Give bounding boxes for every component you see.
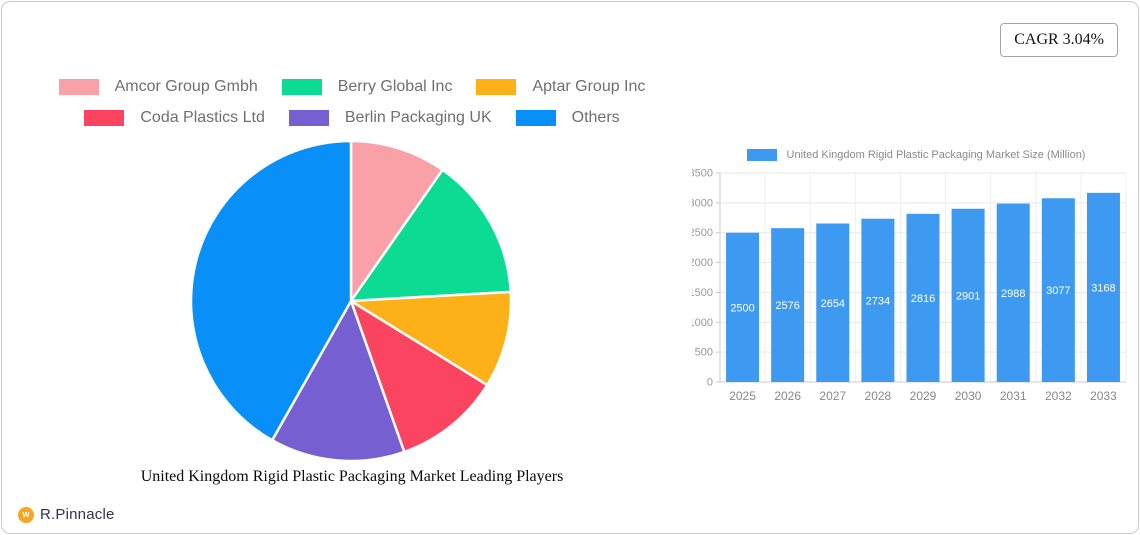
legend-label: Others bbox=[571, 109, 620, 126]
y-tick-label: 3500 bbox=[692, 168, 713, 180]
bar-plot-area: 0 500 1000 1500 2000 2500 3000 3500 2500 2025 2576… bbox=[689, 164, 1138, 415]
x-tick-label: 2028 bbox=[865, 389, 892, 403]
x-tick-label: 2031 bbox=[1000, 389, 1027, 403]
y-tick-label: 2500 bbox=[692, 227, 713, 239]
pie-slice-aptar-group-inc[interactable] bbox=[349, 290, 513, 387]
y-tick-label: 0 bbox=[707, 377, 713, 389]
y-tick-label: 500 bbox=[695, 347, 713, 359]
logo-text: R.Pinnacle bbox=[40, 506, 115, 523]
bar-2025[interactable] bbox=[726, 232, 760, 382]
legend-label: Amcor Group Gmbh bbox=[114, 78, 258, 95]
legend-swatch-icon bbox=[515, 110, 556, 126]
legend-item-others[interactable]: Others bbox=[515, 109, 620, 127]
bar-2031[interactable] bbox=[996, 203, 1030, 382]
bar-value-label: 2654 bbox=[821, 298, 845, 310]
legend-item-berlin-packaging-uk[interactable]: Berlin Packaging UK bbox=[288, 109, 492, 127]
bar-2028[interactable] bbox=[861, 218, 895, 382]
legend-label: Berry Global Inc bbox=[337, 78, 453, 95]
brand-logo: w R.Pinnacle bbox=[18, 506, 115, 523]
x-tick-label: 2033 bbox=[1090, 389, 1117, 403]
bar-value-label: 3077 bbox=[1046, 285, 1070, 297]
pie-slice-berlin-packaging-uk[interactable] bbox=[270, 299, 406, 463]
bar-value-label: 2734 bbox=[866, 295, 890, 307]
bar-value-label: 2816 bbox=[911, 293, 935, 305]
pie-legend-row-1: Amcor Group Gmbh Berry Global Inc Aptar … bbox=[58, 78, 645, 96]
x-tick-label: 2029 bbox=[910, 389, 937, 403]
bar-chart-legend[interactable]: United Kingdom Rigid Plastic Packaging M… bbox=[692, 146, 1138, 164]
legend-item-coda-plastics-ltd[interactable]: Coda Plastics Ltd bbox=[84, 109, 265, 127]
pie-chart bbox=[188, 138, 514, 464]
pie-slice-berry-global-inc[interactable] bbox=[349, 168, 512, 303]
legend-swatch-icon bbox=[281, 79, 322, 95]
bar-value-label: 2901 bbox=[956, 290, 980, 302]
legend-label: Coda Plastics Ltd bbox=[140, 109, 265, 126]
y-tick-label: 3000 bbox=[692, 197, 713, 209]
bar-value-label: 2576 bbox=[775, 300, 799, 312]
legend-swatch-icon bbox=[746, 149, 777, 161]
pie-slice-others[interactable] bbox=[189, 139, 353, 442]
pie-slice-coda-plastics-ltd[interactable] bbox=[349, 299, 489, 454]
bar-2029[interactable] bbox=[906, 213, 940, 382]
legend-swatch-icon bbox=[84, 110, 125, 126]
bar-2027[interactable] bbox=[816, 223, 850, 382]
cagr-badge: CAGR 3.04% bbox=[1000, 23, 1118, 57]
legend-item-amcor-group-gmbh[interactable]: Amcor Group Gmbh bbox=[58, 78, 258, 96]
x-tick-label: 2032 bbox=[1045, 389, 1072, 403]
logo-mark-icon: w bbox=[18, 506, 34, 523]
y-tick-label: 1000 bbox=[692, 317, 713, 329]
bar-value-label: 3168 bbox=[1091, 282, 1115, 294]
legend-item-aptar-group-inc[interactable]: Aptar Group Inc bbox=[476, 78, 645, 96]
pie-legend: Amcor Group Gmbh Berry Global Inc Aptar … bbox=[22, 78, 682, 127]
y-tick-label: 1500 bbox=[692, 287, 713, 299]
bar-value-label: 2988 bbox=[1001, 288, 1025, 300]
legend-swatch-icon bbox=[58, 79, 99, 95]
x-tick-label: 2026 bbox=[774, 389, 801, 403]
bar-2026[interactable] bbox=[771, 228, 805, 382]
bar-value-label: 2500 bbox=[730, 302, 754, 314]
bar-2032[interactable] bbox=[1041, 198, 1075, 382]
legend-swatch-icon bbox=[288, 110, 329, 126]
y-tick-label: 2000 bbox=[692, 257, 713, 269]
legend-item-berry-global-inc[interactable]: Berry Global Inc bbox=[281, 78, 453, 96]
bar-legend-label: United Kingdom Rigid Plastic Packaging M… bbox=[786, 149, 1086, 161]
bar-chart: United Kingdom Rigid Plastic Packaging M… bbox=[689, 146, 1138, 415]
bar-2030[interactable] bbox=[951, 208, 985, 382]
pie-legend-row-2: Coda Plastics Ltd Berlin Packaging UK Ot… bbox=[84, 109, 620, 127]
legend-label: Aptar Group Inc bbox=[532, 78, 646, 95]
bar-2033[interactable] bbox=[1086, 192, 1120, 382]
x-tick-label: 2027 bbox=[819, 389, 846, 403]
x-tick-label: 2025 bbox=[729, 389, 756, 403]
legend-label: Berlin Packaging UK bbox=[344, 109, 492, 126]
pie-slice-amcor-group-gmbh[interactable] bbox=[349, 139, 444, 303]
x-tick-label: 2030 bbox=[955, 389, 982, 403]
pie-chart-title: United Kingdom Rigid Plastic Packaging M… bbox=[140, 468, 564, 485]
legend-swatch-icon bbox=[476, 79, 517, 95]
